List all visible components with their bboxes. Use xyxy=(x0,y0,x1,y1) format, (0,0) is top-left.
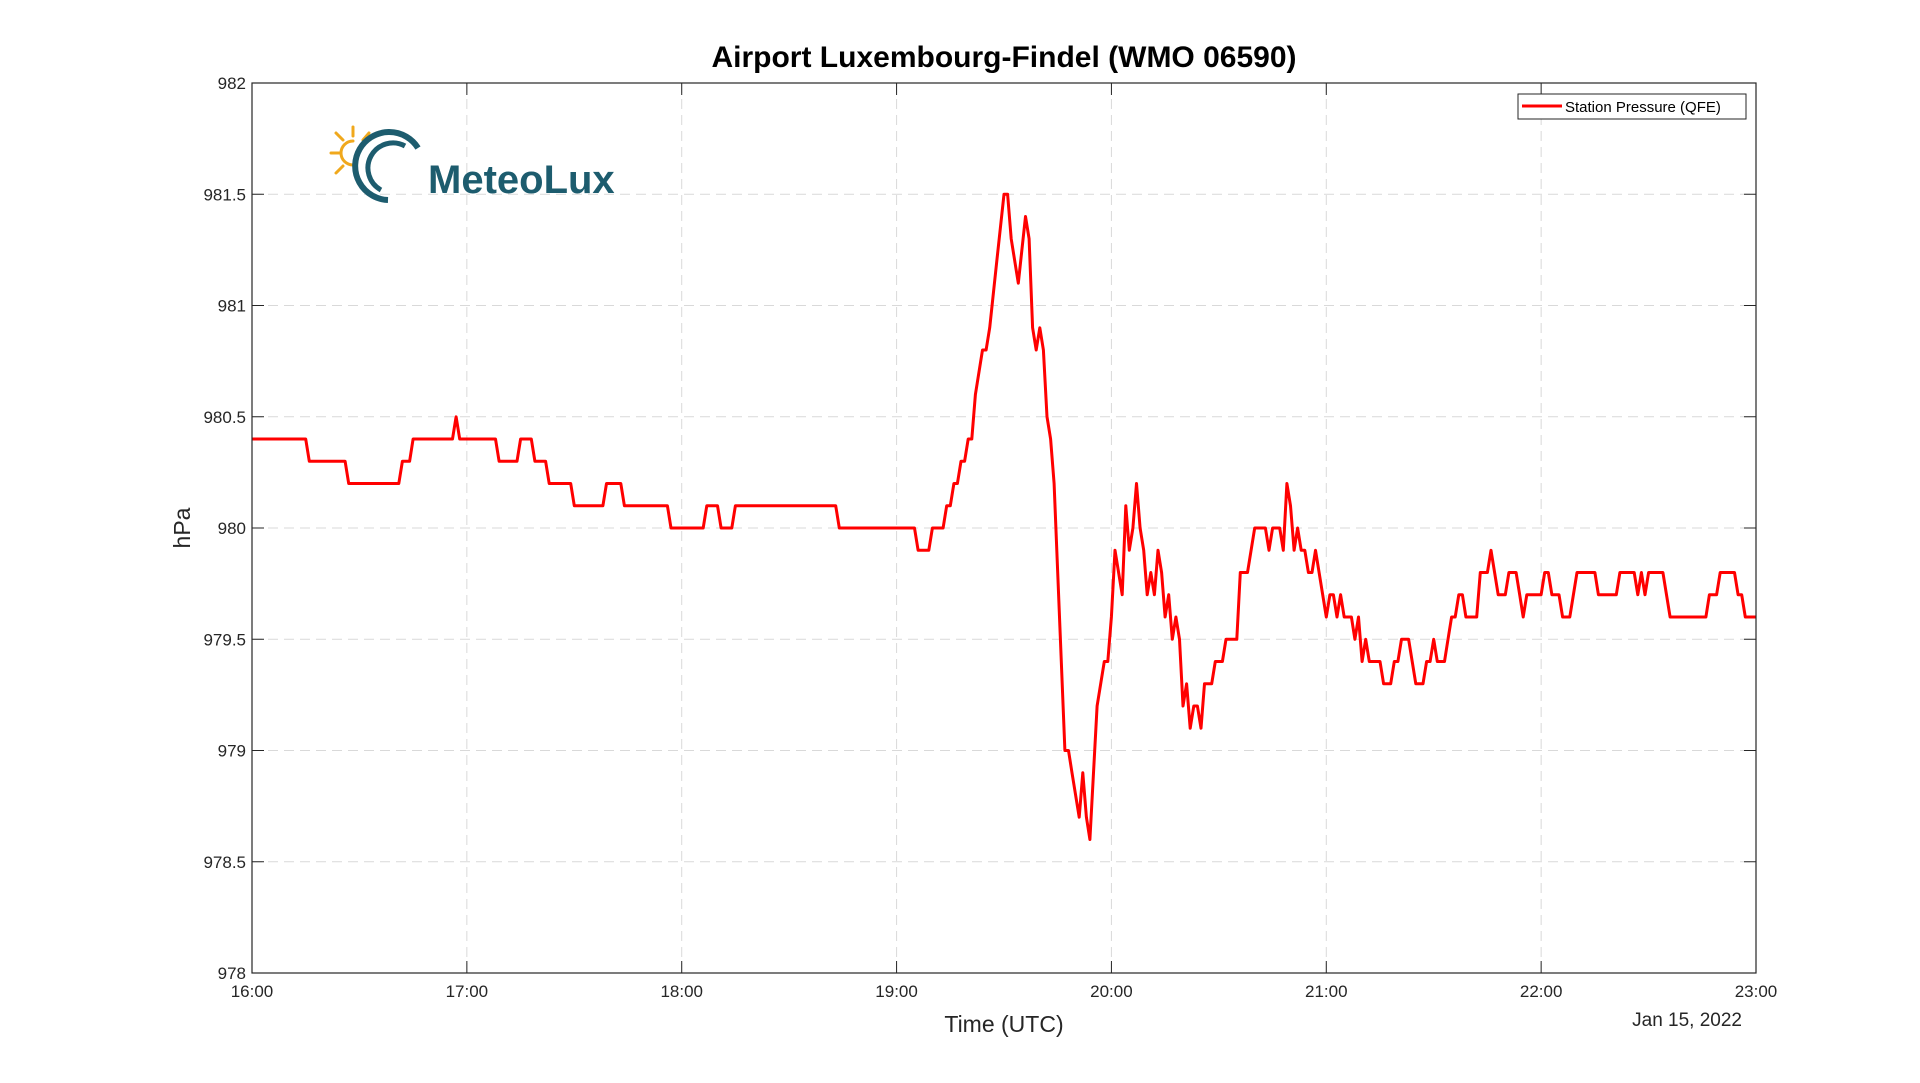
x-tick-label: 18:00 xyxy=(660,982,703,1001)
y-tick-label: 978.5 xyxy=(203,853,246,872)
y-tick-label: 979.5 xyxy=(203,630,246,649)
y-tick-label: 980.5 xyxy=(203,408,246,427)
legend-label: Station Pressure (QFE) xyxy=(1565,99,1721,116)
y-tick-label: 979 xyxy=(218,742,246,761)
series-line-0 xyxy=(252,192,1756,841)
date-label: Jan 15, 2022 xyxy=(1632,1010,1742,1031)
series-layer xyxy=(252,192,1756,841)
x-tick-label: 23:00 xyxy=(1735,982,1778,1001)
y-tick-label: 981 xyxy=(218,297,246,316)
logo-inner-arc-icon xyxy=(365,140,407,193)
logo-ring-icon xyxy=(352,129,421,203)
ticks xyxy=(251,82,1757,974)
x-tick-label: 20:00 xyxy=(1090,982,1133,1001)
x-tick-label: 21:00 xyxy=(1305,982,1348,1001)
tick-labels: 16:00 17:00 18:00 19:00 20:00 21:00 22:00 23:00… xyxy=(203,74,1777,1001)
y-axis-title: hPa xyxy=(169,507,195,548)
x-axis-title: Time (UTC) xyxy=(944,1011,1063,1037)
x-tick-label: 22:00 xyxy=(1520,982,1563,1001)
logo-text: MeteoLux xyxy=(428,158,615,202)
x-tick-label: 16:00 xyxy=(231,982,274,1001)
y-tick-label: 980 xyxy=(218,519,246,538)
x-tick-label: 19:00 xyxy=(875,982,918,1001)
meteolux-logo: MeteoLux xyxy=(329,125,615,203)
chart-title: Airport Luxembourg-Findel (WMO 06590) xyxy=(711,41,1296,74)
legend: Station Pressure (QFE) xyxy=(1517,93,1747,120)
y-tick-label: 978 xyxy=(218,964,246,983)
sun-icon xyxy=(329,125,371,175)
x-tick-label: 17:00 xyxy=(446,982,489,1001)
y-tick-label: 982 xyxy=(218,74,246,93)
y-tick-label: 981.5 xyxy=(203,185,246,204)
grid xyxy=(252,83,1756,973)
